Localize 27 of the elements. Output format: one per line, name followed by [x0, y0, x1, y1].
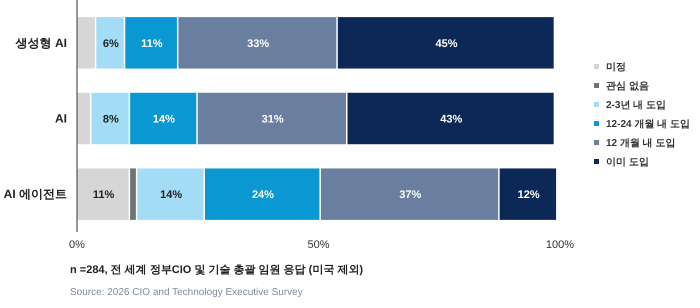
data-label: 8% [102, 114, 119, 126]
data-label: 24% [252, 189, 274, 202]
data-label: 14% [152, 114, 176, 126]
data-label: 11% [92, 189, 114, 202]
data-label: 31% [262, 114, 284, 126]
data-label: 11% [141, 38, 163, 50]
legend-label: 12-24 개월 내 도입 [606, 119, 690, 130]
data-label: 37% [399, 189, 422, 202]
source-note: Source: 2026 CIO and Technology Executive Survey [70, 287, 303, 298]
legend-label: 12 개월 내 도입 [606, 138, 676, 149]
data-label: 33% [247, 38, 270, 50]
text: n =284, 전 세계 정부CIO 및 기술 총괄 임원 응답 (미국 제외) [70, 264, 364, 276]
y-tick-label: AI 에이전트 [4, 187, 67, 202]
x-tick-label: 0% [69, 239, 86, 251]
data-label: 12% [518, 189, 540, 202]
legend-label: 관심 없음 [606, 81, 649, 92]
legend-label: 2-3년 내 도입 [606, 100, 666, 111]
data-label: 45% [435, 38, 458, 50]
x-tick-label: 50% [307, 239, 330, 251]
x-tick-label: 100% [546, 239, 574, 251]
data-label: 14% [160, 189, 182, 202]
data-label: 43% [440, 114, 463, 126]
y-tick-label: 생성형 AI [14, 36, 67, 50]
legend-label: 이미 도입 [606, 157, 649, 168]
y-tick-label: AI [55, 112, 67, 126]
data-label: 6% [102, 38, 119, 50]
legend-label: 미정 [606, 62, 626, 73]
